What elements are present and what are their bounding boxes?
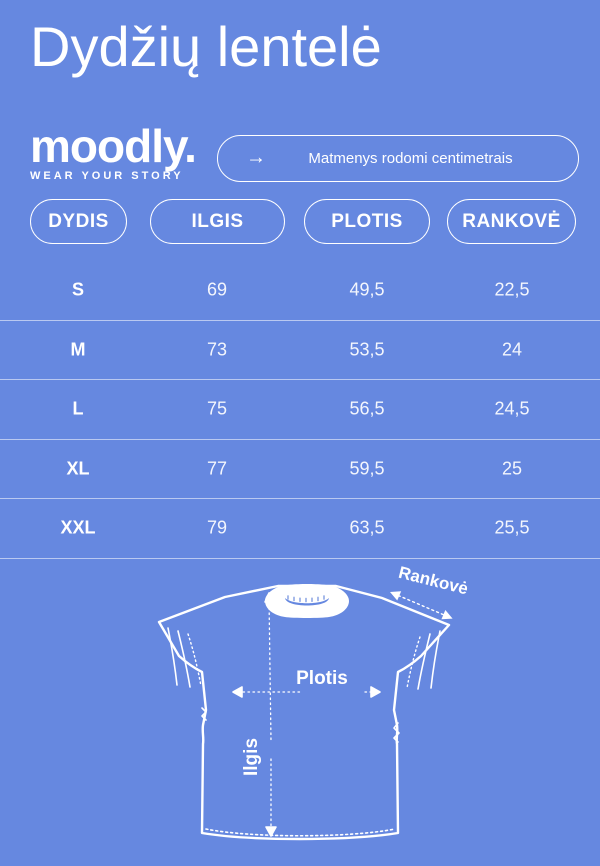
svg-text:Rankovė: Rankovė bbox=[397, 563, 470, 599]
svg-text:Plotis: Plotis bbox=[296, 668, 348, 689]
svg-text:Ilgis: Ilgis bbox=[241, 738, 262, 776]
